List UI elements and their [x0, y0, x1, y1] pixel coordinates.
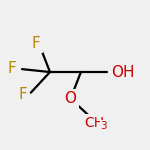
Text: F: F	[18, 87, 27, 102]
Text: O: O	[65, 91, 77, 106]
Text: F: F	[7, 61, 16, 76]
Text: CH: CH	[84, 116, 104, 130]
Text: F: F	[32, 36, 40, 51]
Text: 3: 3	[100, 121, 107, 131]
Text: OH: OH	[111, 64, 135, 80]
